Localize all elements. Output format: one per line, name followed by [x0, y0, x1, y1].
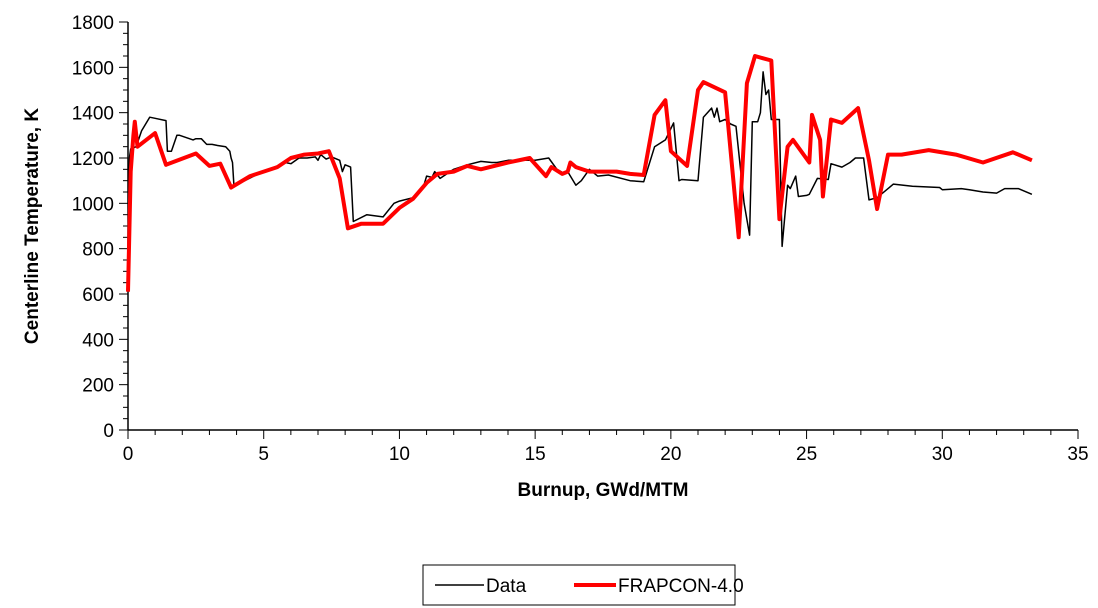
- x-tick-label: 35: [1067, 444, 1088, 465]
- y-tick-label: 1200: [72, 149, 114, 170]
- y-ticks: 0 200 400 600 800 1000 1200 1400 1600 1800: [72, 13, 128, 442]
- x-ticks: 0 5 10 15 20 25 30 35: [123, 430, 1089, 465]
- x-tick-label: 20: [660, 444, 681, 465]
- y-tick-label: 600: [82, 285, 114, 306]
- y-axis-title: Centerline Temperature, K: [22, 108, 43, 344]
- x-tick-label: 15: [525, 444, 546, 465]
- y-tick-label: 0: [103, 421, 114, 442]
- y-tick-label: 400: [82, 330, 114, 351]
- x-axis-title: Burnup, GWd/MTM: [518, 480, 689, 501]
- series-line-frapcon: [126, 54, 1033, 292]
- legend: Data FRAPCON-4.0: [422, 564, 744, 606]
- legend-label-frapcon: FRAPCON-4.0: [618, 576, 744, 597]
- plot-area: [127, 22, 1078, 431]
- x-tick-label: 10: [389, 444, 410, 465]
- y-tick-label: 1000: [72, 194, 114, 215]
- y-tick-label: 1800: [72, 13, 114, 34]
- x-tick-label: 30: [932, 444, 953, 465]
- series-layer: [126, 54, 1033, 292]
- y-tick-label: 1400: [72, 104, 114, 125]
- x-tick-label: 5: [258, 444, 269, 465]
- y-tick-label: 800: [82, 240, 114, 261]
- legend-label-data: Data: [486, 576, 527, 597]
- x-tick-label: 25: [796, 444, 817, 465]
- y-tick-label: 200: [82, 376, 114, 397]
- y-tick-label: 1600: [72, 58, 114, 79]
- x-tick-label: 0: [123, 444, 134, 465]
- series-line-data: [127, 71, 1033, 258]
